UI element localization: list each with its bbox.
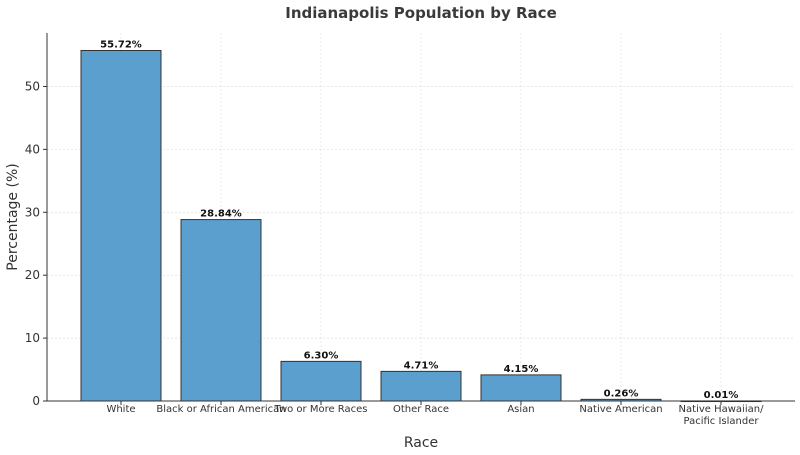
category-tick-label: Black or African American	[156, 404, 285, 415]
data-label: 4.71%	[404, 360, 439, 371]
data-label: 55.72%	[100, 39, 142, 50]
data-label: 0.01%	[704, 390, 739, 401]
bar	[180, 219, 262, 402]
grid	[47, 33, 795, 401]
y-tick-label: 50	[25, 79, 40, 93]
data-label: 6.30%	[304, 350, 339, 361]
y-tick-label: 10	[25, 331, 40, 345]
bar	[280, 360, 362, 402]
y-axis-label: Percentage (%)	[5, 163, 21, 270]
data-label: 0.26%	[604, 388, 639, 399]
x-axis-label: Race	[404, 435, 438, 451]
y-tick-label: 30	[25, 205, 40, 219]
chart-title: Indianapolis Population by Race	[285, 4, 557, 22]
data-label: 4.15%	[504, 364, 539, 375]
data-label: 28.84%	[200, 209, 242, 220]
bars: 55.72% 28.84% 6.30% 4.71% 4.15% 0.26% 0.01%	[80, 39, 762, 403]
y-tick-label: 20	[25, 268, 40, 282]
category-tick-label: Asian	[507, 404, 534, 415]
category-tick-label: White	[106, 404, 135, 415]
y-tick-label: 40	[25, 142, 40, 156]
bar	[480, 374, 562, 402]
bar	[80, 49, 162, 402]
y-axis: 0 10 20 30 40 50	[25, 33, 48, 408]
category-tick-label: Other Race	[393, 404, 449, 415]
y-tick-label: 0	[32, 394, 40, 408]
category-tick-label: Two or More Races	[273, 404, 367, 415]
category-tick-label: Native Hawaiian/Pacific Islander	[679, 404, 765, 427]
category-tick-label: Native American	[579, 404, 662, 415]
bar	[380, 370, 462, 402]
